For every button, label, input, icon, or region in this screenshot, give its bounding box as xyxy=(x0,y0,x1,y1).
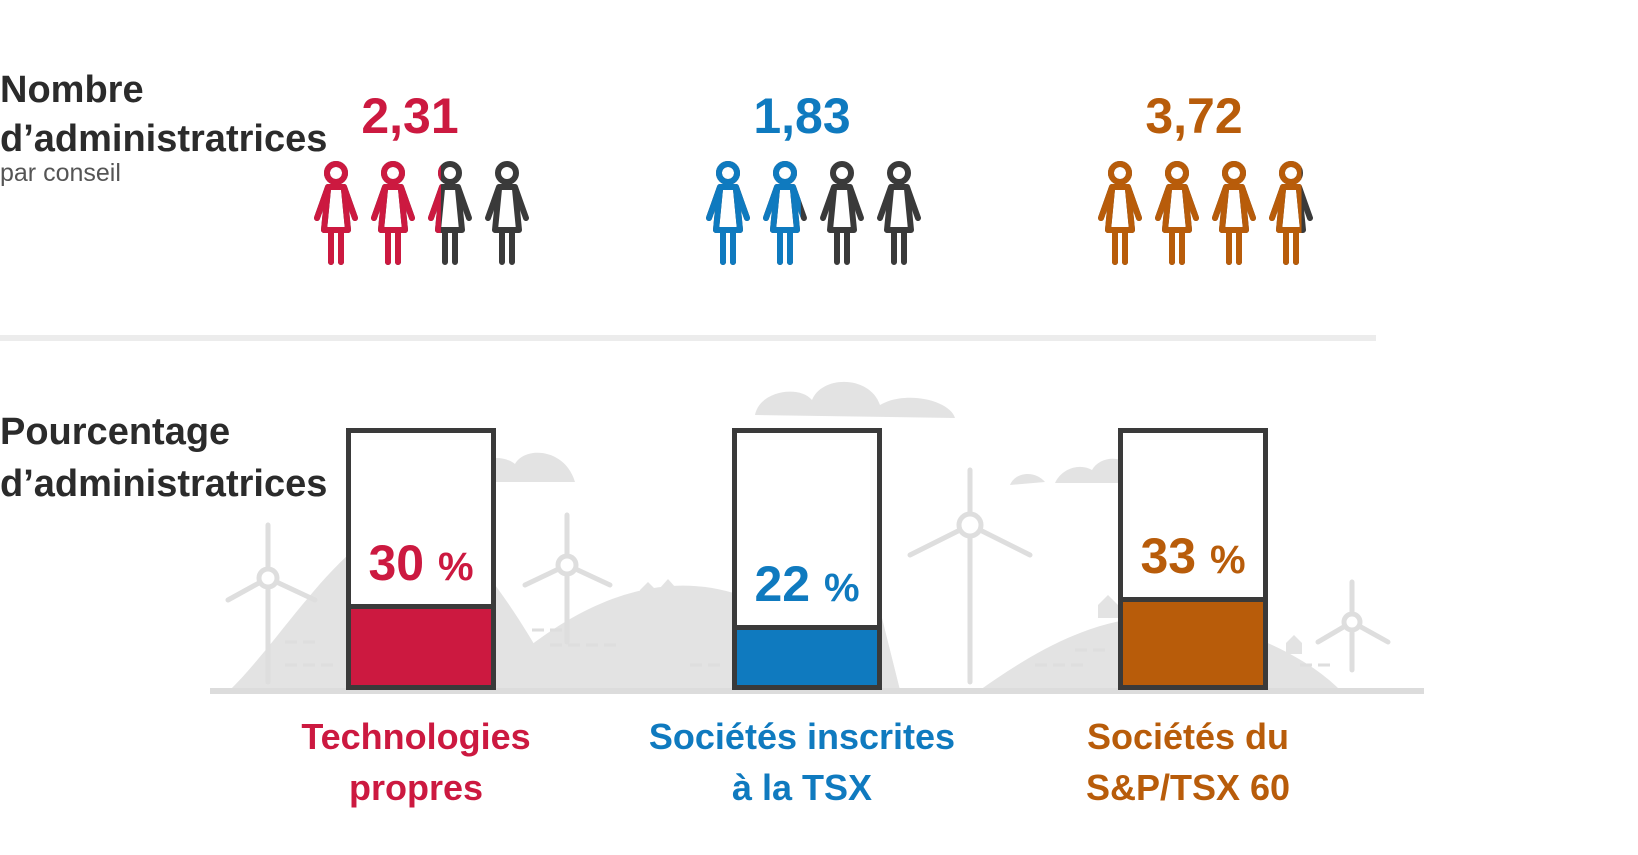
bar-sp-tsx60: 33 % xyxy=(1118,428,1268,690)
row-label-percentage: Pourcentage d’administratrices xyxy=(0,406,330,510)
section-divider xyxy=(0,335,1376,341)
pct-value-tsx: 22 xyxy=(754,555,811,612)
count-value-clean-tech: 2,31 xyxy=(361,88,459,144)
person-woman-icon xyxy=(706,161,750,265)
icon-group-sp-tsx60 xyxy=(1096,160,1322,280)
bar-clean-tech: 30 % xyxy=(346,428,496,690)
category-label-clean-tech: Technologies propres xyxy=(236,711,596,813)
pct-sign: % xyxy=(1209,537,1246,582)
person-woman-icon xyxy=(314,161,358,265)
category-line-2: S&P/TSX 60 xyxy=(1085,767,1291,808)
person-woman-icon xyxy=(820,161,864,265)
category-line-1: Technologies xyxy=(301,716,531,757)
icon-group-clean-tech xyxy=(312,160,538,280)
pct-label-clean-tech: 30 % xyxy=(351,535,491,595)
pct-sign: % xyxy=(437,545,474,590)
person-woman-icon xyxy=(485,161,529,265)
category-line-2: propres xyxy=(348,767,484,808)
count-value-sp-tsx60: 3,72 xyxy=(1145,88,1243,144)
person-woman-icon xyxy=(1212,161,1256,265)
person-woman-icon xyxy=(1155,161,1199,265)
pct-title: Pourcentage d’administratrices xyxy=(0,411,328,505)
count-subtitle: par conseil xyxy=(0,159,121,187)
bar-fill-clean-tech xyxy=(351,604,491,685)
category-label-sp-tsx60: Sociétés du S&P/TSX 60 xyxy=(1008,711,1368,813)
bar-fill-tsx xyxy=(737,624,877,685)
category-line-1: Sociétés inscrites xyxy=(648,716,956,757)
person-woman-icon xyxy=(763,161,807,265)
category-line-1: Sociétés du xyxy=(1086,716,1290,757)
pct-value-clean-tech: 30 xyxy=(368,535,425,592)
person-woman-icon xyxy=(1098,161,1142,265)
category-line-2: à la TSX xyxy=(731,767,873,808)
count-value-tsx: 1,83 xyxy=(753,88,851,144)
pct-label-tsx: 22 % xyxy=(737,556,877,616)
count-title: Nombre d’administratrices xyxy=(0,69,328,160)
row-label-count: Nombre d’administratrices par conseil xyxy=(0,66,328,188)
bar-fill-sp-tsx60 xyxy=(1123,596,1263,685)
icon-group-tsx xyxy=(704,160,930,280)
pct-value-sp-tsx60: 33 xyxy=(1140,527,1197,584)
person-woman-icon xyxy=(428,161,472,265)
pct-sign: % xyxy=(823,565,860,610)
person-woman-icon xyxy=(1269,161,1313,265)
person-woman-icon xyxy=(371,161,415,265)
pct-label-sp-tsx60: 33 % xyxy=(1123,528,1263,588)
category-label-tsx: Sociétés inscrites à la TSX xyxy=(622,711,982,813)
person-woman-icon xyxy=(877,161,921,265)
bar-tsx: 22 % xyxy=(732,428,882,690)
